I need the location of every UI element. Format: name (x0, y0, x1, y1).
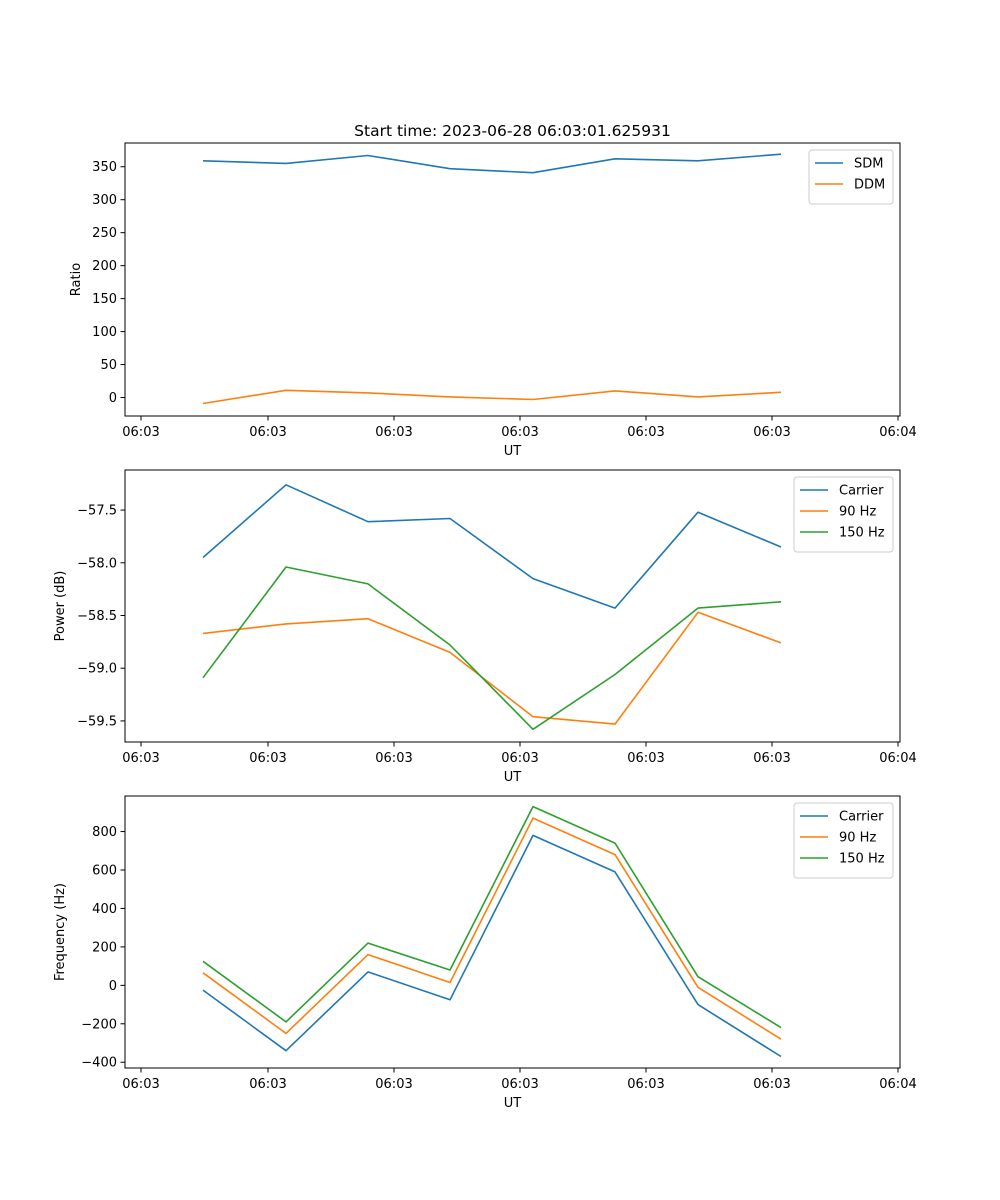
legend-label: 90 Hz (839, 505, 876, 520)
series-line-ddm (202, 389, 782, 405)
y-tick-label: 600 (92, 864, 117, 879)
legend: Carrier 90 Hz 150 Hz (793, 476, 894, 553)
legend: SDM DDM (808, 149, 894, 205)
y-axis-label: Power (dB) (53, 571, 68, 642)
y-tick-label: −58.5 (77, 609, 117, 624)
x-tick-label: 06:03 (753, 751, 790, 766)
y-axis-label: Ratio (69, 263, 84, 296)
y-axis-label: Frequency (Hz) (53, 883, 68, 981)
series-line-90-hz (202, 611, 782, 725)
x-tick-label: 06:03 (501, 1077, 538, 1092)
subplot-1: Start time: 2023-06-28 06:03:01.625931 06… (69, 122, 917, 459)
subplot-2: 06:03 06:03 06:03 06:03 06:03 06:03 06:04 −59.5… (53, 469, 917, 785)
x-tick-label: 06:03 (753, 425, 790, 440)
y-tick-label: 100 (92, 325, 117, 340)
x-tick-label: 06:03 (753, 1077, 790, 1092)
y-tick-label: 250 (92, 226, 117, 241)
subplot-3: 06:03 06:03 06:03 06:03 06:03 06:03 06:04 −400 −… (53, 795, 917, 1111)
x-axis-label: UT (504, 1096, 522, 1111)
legend: Carrier 90 Hz 150 Hz (793, 802, 894, 879)
x-tick-label: 06:03 (249, 751, 286, 766)
x-tick-label: 06:03 (627, 1077, 664, 1092)
series-line-carrier (202, 834, 782, 1058)
x-tick-label: 06:03 (375, 1077, 412, 1092)
chart-title: Start time: 2023-06-28 06:03:01.625931 (354, 122, 671, 140)
series-line-150-hz (202, 566, 782, 731)
legend-label: DDM (854, 178, 885, 193)
x-tick-label: 06:03 (501, 425, 538, 440)
legend-label: 150 Hz (839, 852, 885, 867)
x-tick-label: 06:03 (501, 751, 538, 766)
x-axis-label: UT (504, 770, 522, 785)
series-line-sdm (202, 153, 782, 174)
x-tick-label: 06:03 (375, 751, 412, 766)
x-tick-label: 06:03 (122, 751, 159, 766)
legend-box (793, 802, 894, 879)
y-tick-label: 150 (92, 292, 117, 307)
y-tick-label: 50 (100, 358, 117, 373)
x-tick-label: 06:04 (879, 751, 916, 766)
x-tick-label: 06:03 (122, 425, 159, 440)
y-tick-label: 800 (92, 825, 117, 840)
y-tick-label: 350 (92, 160, 117, 175)
y-tick-label: −57.5 (77, 504, 117, 519)
y-tick-label: −400 (81, 1056, 117, 1071)
legend-label: 150 Hz (839, 526, 885, 541)
legend-label: 90 Hz (839, 831, 876, 846)
series-line-carrier (202, 483, 782, 609)
legend-label: Carrier (839, 810, 884, 825)
x-tick-label: 06:04 (879, 425, 916, 440)
legend-box (793, 476, 894, 553)
y-tick-label: −200 (81, 1017, 117, 1032)
y-tick-label: −59.5 (77, 714, 117, 729)
x-tick-label: 06:03 (627, 425, 664, 440)
y-tick-label: −58.0 (77, 556, 117, 571)
x-tick-label: 06:03 (375, 425, 412, 440)
plot-frame (124, 142, 901, 417)
y-tick-label: 0 (109, 391, 117, 406)
y-tick-label: 0 (109, 979, 117, 994)
y-tick-label: 200 (92, 940, 117, 955)
legend-label: Carrier (839, 484, 884, 499)
x-tick-label: 06:03 (122, 1077, 159, 1092)
x-tick-label: 06:03 (249, 1077, 286, 1092)
x-tick-label: 06:04 (879, 1077, 916, 1092)
y-tick-label: 200 (92, 259, 117, 274)
legend-label: SDM (854, 157, 883, 172)
series-line-150-hz (202, 805, 782, 1029)
plot-frame (124, 469, 901, 743)
x-axis-label: UT (504, 444, 522, 459)
y-tick-label: 400 (92, 902, 117, 917)
y-tick-label: 300 (92, 193, 117, 208)
series-line-90-hz (202, 817, 782, 1040)
plot-frame (124, 795, 901, 1069)
x-tick-label: 06:03 (627, 751, 664, 766)
x-tick-label: 06:03 (249, 425, 286, 440)
y-tick-label: −59.0 (77, 662, 117, 677)
